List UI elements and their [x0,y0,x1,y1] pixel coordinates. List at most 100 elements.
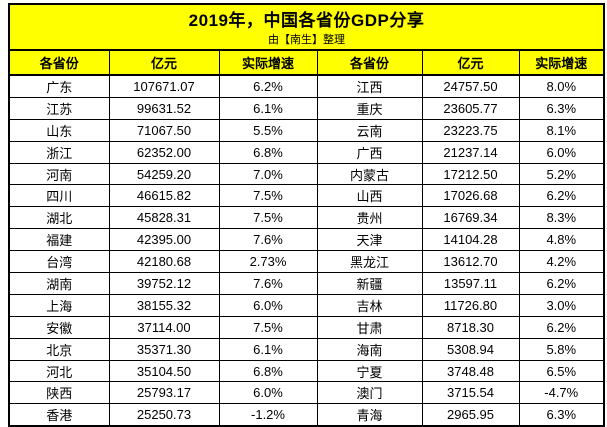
table-row: 江苏 99631.52 6.1% 重庆 23605.77 6.3% [8,96,605,120]
gdp-value-cell: 39752.12 [108,272,220,295]
gdp-value-cell: 23605.77 [421,96,520,120]
growth-rate-cell: 7.6% [218,272,318,295]
growth-rate-cell: 5.5% [218,118,318,142]
title-row: 2019年，中国各省份GDP分享 由【南生】整理 [8,3,605,51]
column-header-row: 各省份 亿元 实际增速 各省份 亿元 实际增速 [8,49,605,76]
gdp-value-cell: 37114.00 [108,315,220,339]
growth-rate-cell: 7.6% [218,228,318,252]
growth-rate-cell: 8.3% [518,206,605,230]
province-cell: 江西 [316,74,423,98]
province-cell: 安徽 [8,315,110,339]
table-row: 河北 35104.50 6.8% 宁夏 3748.48 6.5% [8,359,605,383]
province-cell: 天津 [316,228,423,252]
growth-rate-cell: 7.0% [218,162,318,186]
growth-rate-cell: 3.0% [518,293,605,317]
growth-rate-cell: 6.1% [218,96,318,120]
gdp-value-cell: 71067.50 [108,118,220,142]
province-cell: 吉林 [316,293,423,317]
gdp-value-cell: 13597.11 [421,272,520,295]
growth-rate-cell: 6.2% [518,315,605,339]
growth-rate-cell: 6.2% [518,184,605,208]
page-title: 2019年，中国各省份GDP分享 [188,11,425,30]
province-cell: 广东 [8,74,110,98]
province-cell: 河南 [8,162,110,186]
growth-rate-cell: -4.7% [518,381,605,405]
province-cell: 山东 [8,118,110,142]
gdp-value-cell: 17212.50 [421,162,520,186]
province-cell: 山西 [316,184,423,208]
province-cell: 江苏 [8,96,110,120]
growth-rate-cell: 4.2% [518,250,605,274]
gdp-value-cell: 45828.31 [108,206,220,230]
growth-rate-cell: 5.2% [518,162,605,186]
gdp-value-cell: 35104.50 [108,359,220,383]
province-cell: 新疆 [316,272,423,295]
gdp-value-cell: 46615.82 [108,184,220,208]
growth-rate-cell: 6.2% [518,272,605,295]
province-cell: 重庆 [316,96,423,120]
growth-rate-cell: 8.0% [518,74,605,98]
gdp-value-cell: 42180.68 [108,250,220,274]
growth-rate-cell: 7.5% [218,206,318,230]
gdp-value-cell: 24757.50 [421,74,520,98]
province-cell: 海南 [316,337,423,361]
growth-rate-cell: 7.5% [218,184,318,208]
province-cell: 湖南 [8,272,110,295]
table-row: 湖北 45828.31 7.5% 贵州 16769.34 8.3% [8,206,605,230]
gdp-value-cell: 62352.00 [108,140,220,164]
province-cell: 上海 [8,293,110,317]
gdp-value-cell: 107671.07 [108,74,220,98]
province-cell: 台湾 [8,250,110,274]
growth-rate-cell: 5.8% [518,337,605,361]
column-header-gdp-right: 亿元 [421,49,520,76]
column-header-growth-right: 实际增速 [518,49,605,76]
table-row: 四川 46615.82 7.5% 山西 17026.68 6.2% [8,184,605,208]
table-row: 湖南 39752.12 7.6% 新疆 13597.11 6.2% [8,272,605,295]
growth-rate-cell: 6.3% [518,403,605,427]
gdp-value-cell: 54259.20 [108,162,220,186]
province-cell: 云南 [316,118,423,142]
province-cell: 浙江 [8,140,110,164]
table-row: 浙江 62352.00 6.8% 广西 21237.14 6.0% [8,140,605,164]
gdp-value-cell: 8718.30 [421,315,520,339]
table-row: 香港 25250.73 -1.2% 青海 2965.95 6.3% [8,403,605,427]
gdp-value-cell: 17026.68 [421,184,520,208]
gdp-value-cell: 38155.32 [108,293,220,317]
gdp-value-cell: 35371.30 [108,337,220,361]
gdp-value-cell: 14104.28 [421,228,520,252]
gdp-value-cell: 99631.52 [108,96,220,120]
gdp-value-cell: 16769.34 [421,206,520,230]
table-row: 北京 35371.30 6.1% 海南 5308.94 5.8% [8,337,605,361]
table-row: 福建 42395.00 7.6% 天津 14104.28 4.8% [8,228,605,252]
province-cell: 贵州 [316,206,423,230]
province-cell: 内蒙古 [316,162,423,186]
growth-rate-cell: 2.73% [218,250,318,274]
column-header-province-left: 各省份 [8,49,110,76]
page-subtitle: 由【南生】整理 [268,34,345,46]
gdp-value-cell: 25793.17 [108,381,220,405]
province-cell: 澳门 [316,381,423,405]
growth-rate-cell: 8.1% [518,118,605,142]
gdp-table-container: 2019年，中国各省份GDP分享 由【南生】整理 各省份 亿元 实际增速 各省份… [8,3,606,427]
gdp-value-cell: 42395.00 [108,228,220,252]
growth-rate-cell: 6.0% [218,293,318,317]
province-cell: 香港 [8,403,110,427]
table-row: 上海 38155.32 6.0% 吉林 11726.80 3.0% [8,293,605,317]
growth-rate-cell: 6.1% [218,337,318,361]
province-cell: 甘肃 [316,315,423,339]
table-row: 安徽 37114.00 7.5% 甘肃 8718.30 6.2% [8,315,605,339]
province-cell: 河北 [8,359,110,383]
table-title-cell: 2019年，中国各省份GDP分享 由【南生】整理 [8,3,605,51]
province-cell: 四川 [8,184,110,208]
growth-rate-cell: 6.2% [218,74,318,98]
gdp-value-cell: 2965.95 [421,403,520,427]
gdp-value-cell: 3715.54 [421,381,520,405]
gdp-value-cell: 11726.80 [421,293,520,317]
table-row: 广东 107671.07 6.2% 江西 24757.50 8.0% [8,74,605,98]
province-cell: 福建 [8,228,110,252]
gdp-value-cell: 3748.48 [421,359,520,383]
gdp-table: 2019年，中国各省份GDP分享 由【南生】整理 各省份 亿元 实际增速 各省份… [8,3,606,427]
gdp-value-cell: 23223.75 [421,118,520,142]
growth-rate-cell: 6.8% [218,359,318,383]
growth-rate-cell: -1.2% [218,403,318,427]
